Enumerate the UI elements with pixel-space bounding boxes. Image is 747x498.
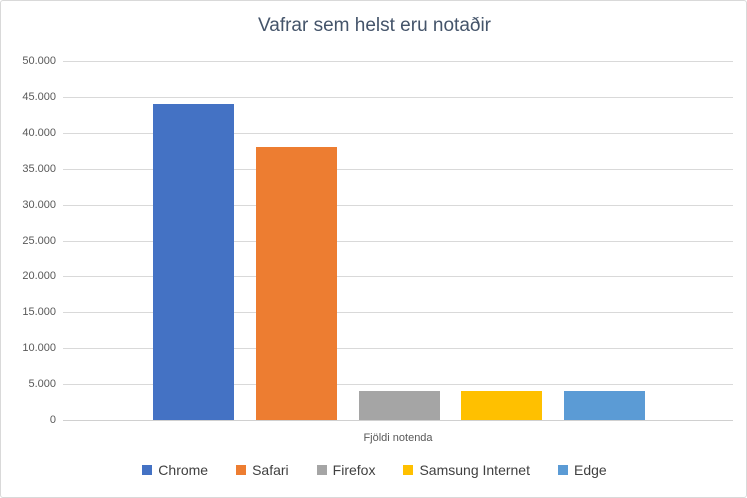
legend-item-edge: Edge	[557, 462, 607, 478]
x-axis-line	[63, 420, 733, 421]
y-tick-label: 0	[49, 414, 56, 426]
gridline	[63, 241, 733, 242]
y-tick-label: 40.000	[22, 127, 56, 139]
gridline	[63, 348, 733, 349]
bar-samsung-internet	[461, 391, 542, 420]
legend-marker-icon	[557, 465, 568, 475]
x-axis-title: Fjöldi notenda	[363, 432, 433, 444]
y-tick-label: 30.000	[22, 199, 56, 211]
gridline	[63, 205, 733, 206]
bar-safari	[256, 147, 337, 420]
gridline	[63, 276, 733, 277]
y-tick-label: 10.000	[22, 342, 56, 354]
legend-item-safari: Safari	[236, 462, 289, 478]
y-tick-label: 5.000	[28, 378, 56, 390]
legend-label: Edge	[573, 462, 607, 478]
legend-label: Firefox	[332, 462, 376, 478]
bar-edge	[564, 391, 645, 420]
y-tick-label: 35.000	[22, 163, 56, 175]
legend-marker-icon	[142, 465, 153, 475]
legend-item-samsung-internet: Samsung Internet	[403, 462, 530, 478]
y-tick-label: 25.000	[22, 235, 56, 247]
y-tick-label: 20.000	[22, 270, 56, 282]
legend-label: Safari	[252, 462, 289, 478]
gridline	[63, 61, 733, 62]
legend-item-firefox: Firefox	[316, 462, 376, 478]
y-tick-label: 45.000	[22, 91, 56, 103]
legend-label: Chrome	[158, 462, 209, 478]
legend-marker-icon	[236, 465, 247, 475]
legend-marker-icon	[403, 465, 414, 475]
gridline	[63, 384, 733, 385]
gridline	[63, 312, 733, 313]
bar-chrome	[153, 104, 234, 420]
legend-item-chrome: Chrome	[142, 462, 208, 478]
gridline	[63, 133, 733, 134]
legend-label: Samsung Internet	[419, 462, 530, 478]
gridline	[63, 97, 733, 98]
legend: Chrome Safari Firefox Samsung Internet Edge	[1, 462, 746, 478]
gridline	[63, 169, 733, 170]
y-tick-label: 50.000	[22, 55, 56, 67]
y-tick-label: 15.000	[22, 306, 56, 318]
bar-firefox	[359, 391, 440, 420]
legend-marker-icon	[316, 465, 327, 475]
chart-title: Vafrar sem helst eru notaðir	[257, 15, 492, 36]
